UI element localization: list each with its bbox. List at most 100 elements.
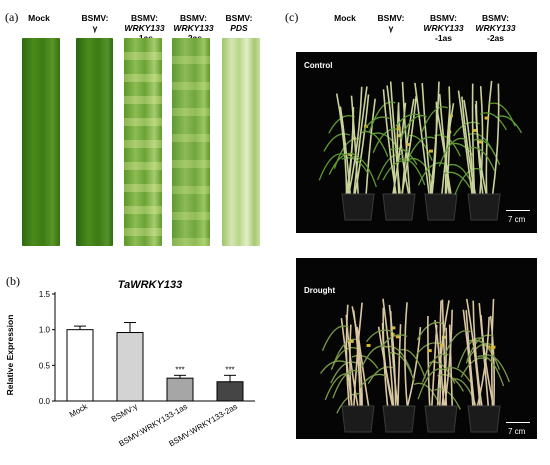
plant-leaf [416, 342, 443, 356]
plant-stem [388, 304, 397, 407]
plant-stem [381, 322, 394, 407]
plant-stem [382, 89, 397, 195]
plant-stem [421, 82, 432, 195]
plant-stem [350, 95, 359, 195]
plant-stem [396, 102, 400, 195]
plant-leaf [365, 329, 393, 343]
plant-leaf [367, 366, 395, 385]
plant-leaf [443, 171, 471, 188]
plant-stem [431, 324, 438, 407]
drought-scale-bar [506, 422, 530, 423]
plant-leaf [408, 136, 436, 159]
plant-tag [427, 349, 432, 353]
plant-stem [349, 324, 353, 407]
plant-leaf [368, 101, 396, 133]
plant-leaf [468, 146, 495, 171]
plant-stem [401, 95, 417, 195]
plant-stem [353, 86, 368, 195]
plant-leaf [399, 348, 426, 379]
plant-leaf [399, 115, 427, 140]
significance-label: *** [225, 365, 234, 374]
plant-tag [349, 339, 354, 343]
plant-stem [351, 306, 363, 407]
plant-leaf [350, 156, 377, 188]
plant-stem [463, 99, 474, 195]
plant-stem [414, 82, 430, 195]
drought-photo: Drought 7 cm [296, 258, 537, 439]
bar [166, 377, 194, 402]
plant-leaf [351, 354, 379, 369]
plant-leaf [318, 153, 346, 181]
y-tick-label: 0.0 [39, 397, 51, 406]
plant-stem [489, 315, 496, 407]
plant-tag [484, 116, 489, 120]
plant-leaf [405, 134, 433, 161]
significance-label: *** [175, 365, 184, 374]
leaf-mock [22, 38, 60, 246]
plant-leaf [359, 373, 387, 389]
plant-leaf [328, 153, 356, 175]
plant-header-mock: Mock [334, 13, 356, 23]
control-scale-bar [506, 210, 530, 211]
plant-stem [472, 300, 483, 407]
plant-leaf [421, 106, 448, 133]
leaf-header-mock: Mock [28, 13, 50, 23]
plant-tag [366, 343, 371, 347]
plant-leaf [332, 369, 360, 399]
plant-stem [445, 86, 451, 195]
plant-leaf [413, 382, 441, 406]
plant-leaf [417, 368, 445, 400]
plant-leaf [324, 373, 352, 401]
plant-stem [441, 327, 448, 407]
plant-tag [490, 346, 495, 350]
plant-pot [341, 405, 375, 433]
plant-header-wrky133-2as: BSMV: WRKY133 -2as [475, 13, 516, 43]
plant-stem [406, 326, 422, 407]
plant-stem [397, 324, 402, 407]
plant-pot [467, 193, 501, 221]
x-tick-label: BSMV:γ [110, 402, 139, 424]
plant-pot [341, 193, 375, 221]
plant-leaf [483, 354, 510, 383]
plant-leaf [443, 330, 471, 357]
plant-leaf [495, 115, 523, 134]
plant-leaf [417, 162, 445, 186]
relative-expression-chart: TaWRKY133 Relative Expression 0.0 0.5 1.0 1… [5, 279, 255, 448]
plant-leaf [454, 167, 482, 195]
plant-stem [365, 98, 376, 195]
plant-stem [404, 302, 409, 407]
plant-leaf [360, 345, 388, 369]
plant-header-wrky133-1as: BSMV: WRKY133 -1as [423, 13, 464, 43]
drought-label: Drought [304, 286, 336, 295]
plant-stem [471, 83, 476, 195]
plant-stem [435, 108, 452, 195]
plant-leaf [319, 360, 347, 374]
drought-plants-illustration [319, 298, 510, 433]
plant-tag [406, 143, 411, 147]
plant-tag [440, 343, 445, 347]
plant-stem [427, 316, 431, 407]
plant-stem [465, 310, 476, 407]
bar [66, 329, 94, 402]
plant-stem [476, 316, 490, 407]
plant-stem [429, 81, 440, 195]
plant-leaf [382, 160, 410, 181]
control-plants-illustration [318, 80, 523, 221]
plant-leaf [434, 388, 461, 410]
plant-stem [491, 83, 500, 195]
plant-stem [335, 93, 348, 195]
plant-pot [382, 193, 416, 221]
bar [216, 381, 244, 402]
leaf-header-bsmv-gamma: BSMV: γ [81, 13, 109, 33]
plant-leaf [395, 113, 423, 127]
plant-stem [348, 86, 363, 195]
leaf-header-pds: BSMV: PDS [225, 13, 253, 33]
y-tick-label: 1.0 [39, 326, 51, 335]
plant-leaf [390, 147, 418, 165]
x-tick-label: Mock [68, 401, 90, 419]
plant-stem [438, 93, 451, 195]
plant-leaf [363, 116, 390, 131]
plant-leaf [321, 325, 349, 351]
y-tick-label: 0.5 [39, 361, 51, 370]
plant-stem [485, 80, 493, 195]
